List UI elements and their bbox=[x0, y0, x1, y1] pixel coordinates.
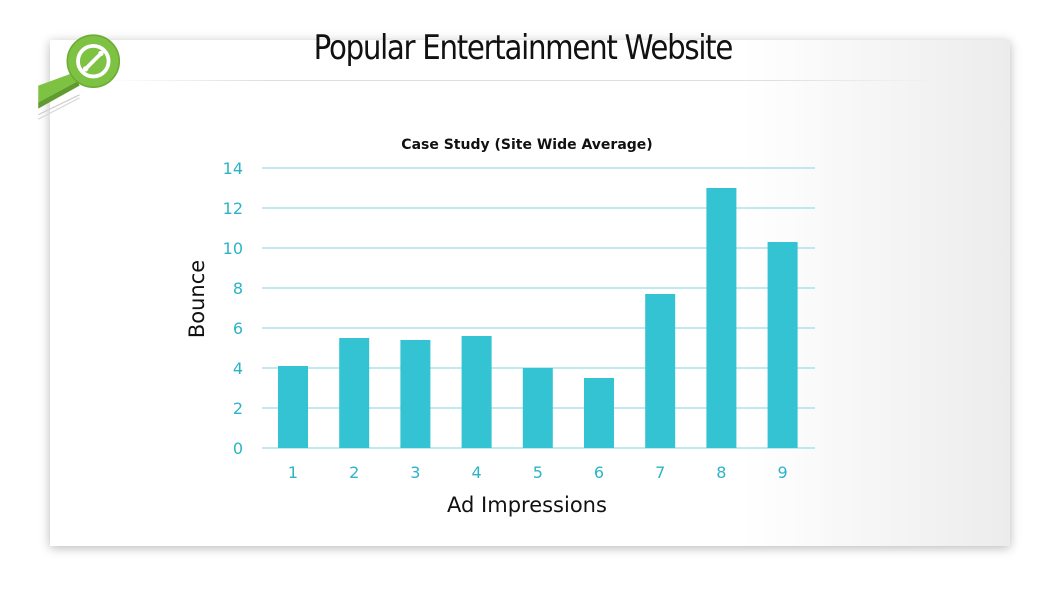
magnifier-link-icon bbox=[37, 34, 121, 120]
y-tick-label: 4 bbox=[233, 359, 243, 378]
bar-6 bbox=[584, 378, 614, 448]
y-tick-label: 14 bbox=[223, 159, 243, 178]
y-tick-label: 0 bbox=[233, 439, 243, 458]
x-tick-label: 2 bbox=[349, 463, 359, 482]
y-tick-label: 8 bbox=[233, 279, 243, 298]
x-tick-label: 7 bbox=[655, 463, 665, 482]
y-tick-label: 6 bbox=[233, 319, 243, 338]
bar-1 bbox=[278, 366, 308, 448]
title-divider bbox=[100, 80, 940, 81]
x-tick-layer: 1 2 3 4 5 6 7 8 9 bbox=[288, 463, 788, 482]
y-tick-label: 10 bbox=[223, 239, 243, 258]
x-tick-label: 4 bbox=[472, 463, 482, 482]
x-tick-label: 1 bbox=[288, 463, 298, 482]
bar-9 bbox=[767, 242, 798, 448]
page-title: Popular Entertainment Website bbox=[313, 28, 734, 68]
bar-4 bbox=[461, 336, 492, 448]
x-tick-label: 5 bbox=[533, 463, 543, 482]
x-tick-label: 9 bbox=[778, 463, 788, 482]
bar-8 bbox=[706, 188, 737, 448]
x-axis-label: Ad Impressions bbox=[447, 493, 607, 517]
bar-2 bbox=[339, 338, 370, 448]
x-tick-label: 8 bbox=[716, 463, 726, 482]
y-tick-label: 12 bbox=[223, 199, 243, 218]
x-tick-label: 3 bbox=[410, 463, 420, 482]
x-tick-label: 6 bbox=[594, 463, 604, 482]
bar-7 bbox=[645, 294, 676, 448]
slide bbox=[50, 40, 1010, 546]
bar-layer bbox=[278, 188, 798, 448]
y-axis-label: Bounce bbox=[185, 260, 209, 338]
y-tick-label: 2 bbox=[233, 399, 243, 418]
y-tick-layer: 0 2 4 6 8 10 12 14 bbox=[223, 159, 243, 458]
chart-subtitle: Case Study (Site Wide Average) bbox=[401, 137, 652, 153]
logo bbox=[37, 34, 121, 120]
bar-5 bbox=[522, 368, 553, 448]
bar-3 bbox=[400, 340, 431, 448]
